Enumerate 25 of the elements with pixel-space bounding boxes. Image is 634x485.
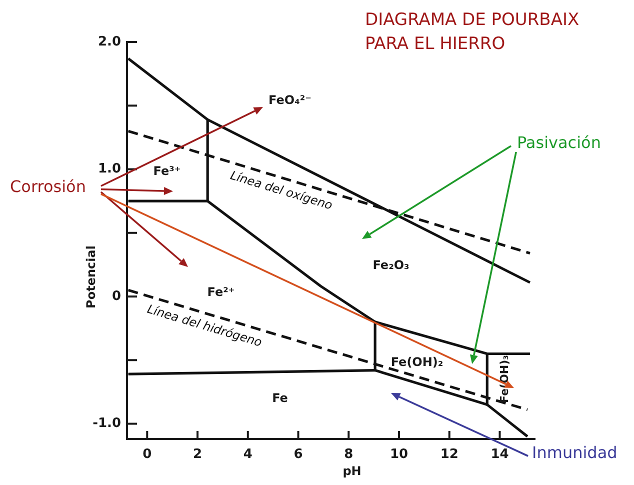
y-tick-label: 1.0: [98, 162, 121, 177]
x-tick-label: 14: [490, 447, 509, 462]
annotation: Fe₂O₃: [372, 258, 410, 272]
y-tick-label: 0: [112, 288, 121, 304]
annotation: Fe: [272, 391, 288, 406]
x-axis-title: pH: [342, 464, 362, 478]
text: Inmunidad: [532, 443, 618, 462]
x-tick-label: 2: [192, 447, 202, 462]
x-tick-label: 8: [344, 447, 354, 462]
y-axis-title: Potencial: [84, 246, 98, 308]
x-tick-label: 10: [390, 447, 408, 462]
annotation: Fe³⁺: [153, 164, 181, 178]
text: Línea del oxígeno: [228, 168, 334, 212]
x-tick-label: 0: [142, 447, 152, 462]
x-tick-label: 4: [243, 447, 252, 462]
annotation: FeO₄²⁻: [268, 93, 312, 108]
annotation: Fe²⁺: [207, 285, 235, 300]
text: Corrosión: [10, 177, 86, 196]
annotation: Pasivación: [517, 133, 601, 152]
x-tick-label: 6: [294, 447, 303, 462]
annotation: Fe(OH)₂: [390, 355, 444, 370]
chart-title: DIAGRAMA DE POURBAIX PARA EL HIERRO: [365, 9, 580, 56]
y-tick-label: -1.0: [92, 416, 121, 432]
y-tick-label: 2.0: [98, 34, 121, 50]
x-tick-label: 12: [440, 447, 458, 462]
